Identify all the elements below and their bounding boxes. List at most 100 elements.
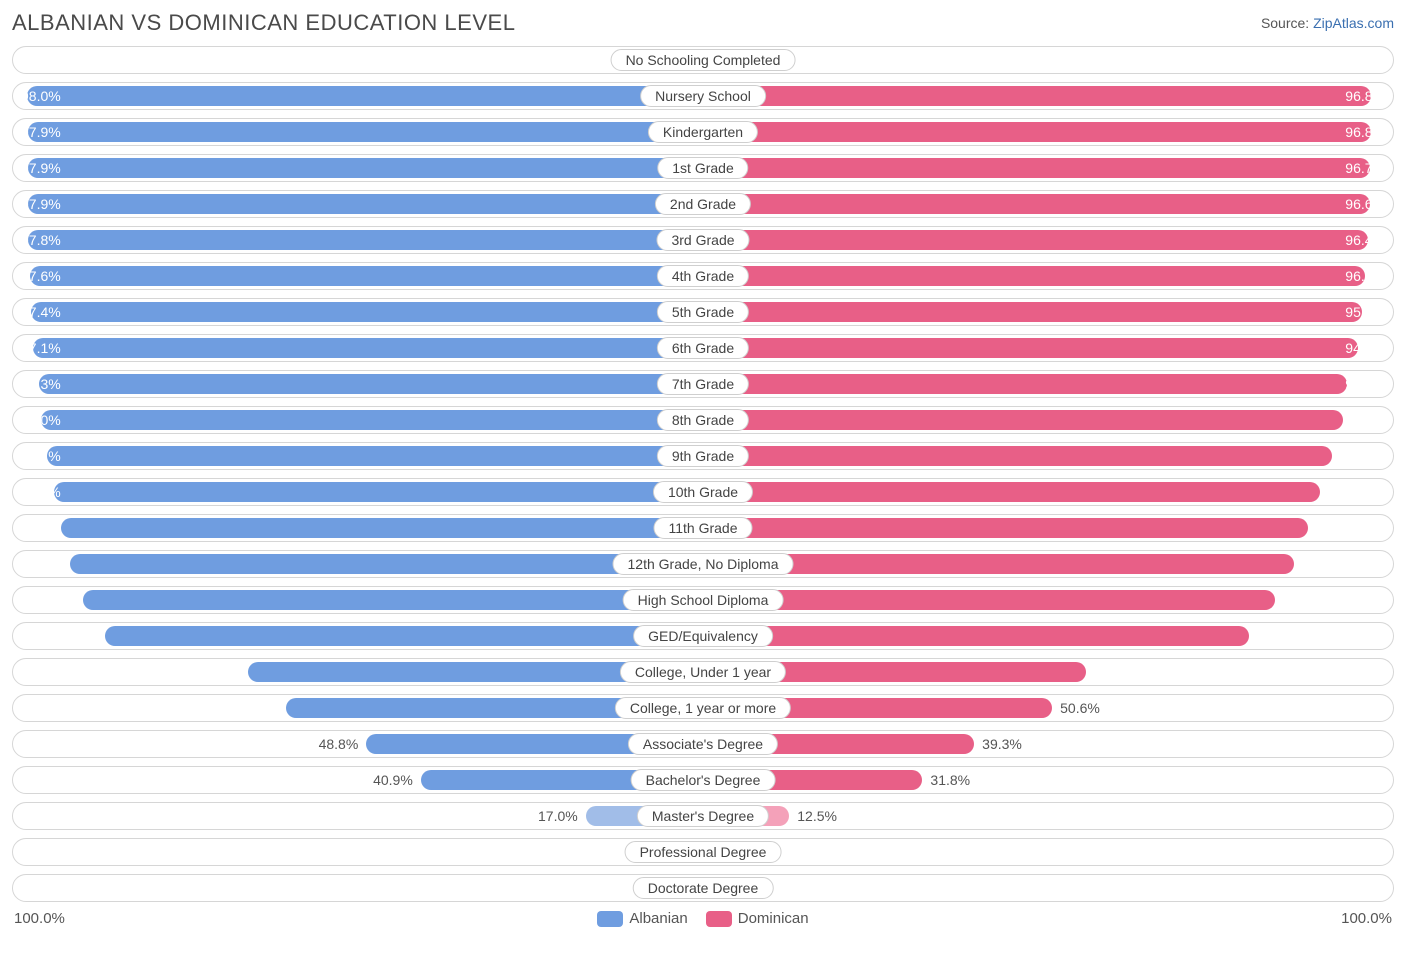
- category-label: Master's Degree: [637, 805, 769, 827]
- category-label: 2nd Grade: [655, 193, 751, 215]
- chart-row: 91.8%85.7%12th Grade, No Diploma: [12, 550, 1394, 578]
- axis-right-max: 100.0%: [1341, 910, 1392, 927]
- chart-row: 97.9%96.8%Kindergarten: [12, 118, 1394, 146]
- chart-row: 98.0%96.8%Nursery School: [12, 82, 1394, 110]
- value-left: 97.9%: [21, 191, 61, 217]
- category-label: Nursery School: [640, 85, 766, 107]
- category-label: GED/Equivalency: [633, 625, 773, 647]
- category-label: Doctorate Degree: [633, 877, 774, 899]
- bar-right: [703, 338, 1358, 358]
- bar-left: [70, 554, 703, 574]
- value-right: 79.1%: [1345, 623, 1385, 649]
- bar-left: [30, 266, 703, 286]
- chart-row: 40.9%31.8%Bachelor's Degree: [12, 766, 1394, 794]
- bar-right: [703, 194, 1370, 214]
- value-right: 89.4%: [1345, 479, 1385, 505]
- value-right: 95.5%: [1345, 299, 1385, 325]
- chart-row: 97.4%95.5%5th Grade: [12, 298, 1394, 326]
- category-label: 3rd Grade: [656, 229, 749, 251]
- source-link[interactable]: ZipAtlas.com: [1313, 15, 1394, 31]
- category-label: College, Under 1 year: [620, 661, 786, 683]
- bar-left: [105, 626, 703, 646]
- bar-left: [31, 302, 703, 322]
- bar-left: [33, 338, 703, 358]
- chart-row: 65.9% 55.5% College, Under 1 year: [12, 658, 1394, 686]
- chart-row: 89.8% 82.9% High School Diploma: [12, 586, 1394, 614]
- bar-left: [47, 446, 703, 466]
- category-label: 10th Grade: [653, 481, 753, 503]
- chart-row: 97.1%94.9%6th Grade: [12, 334, 1394, 362]
- legend-label-left: Albanian: [629, 910, 687, 927]
- category-label: Kindergarten: [648, 121, 758, 143]
- value-right: 91.1%: [1345, 443, 1385, 469]
- chart-source: Source: ZipAtlas.com: [1261, 15, 1394, 31]
- category-label: College, 1 year or more: [615, 697, 791, 719]
- bar-right: [703, 122, 1371, 142]
- value-left: 65.9%: [21, 659, 61, 685]
- chart-row: 97.9% 96.6% 2nd Grade: [12, 190, 1394, 218]
- chart-header: ALBANIAN VS DOMINICAN EDUCATION LEVEL So…: [8, 6, 1398, 46]
- bar-left: [27, 86, 703, 106]
- category-label: High School Diploma: [623, 589, 784, 611]
- bar-right: [703, 482, 1320, 502]
- category-label: Professional Degree: [625, 841, 782, 863]
- value-right: 92.8%: [1345, 407, 1385, 433]
- value-left: 97.9%: [21, 119, 61, 145]
- category-label: 6th Grade: [657, 337, 749, 359]
- category-label: 12th Grade, No Diploma: [613, 553, 794, 575]
- value-right: 96.6%: [1345, 191, 1385, 217]
- chart-footer: 100.0% Albanian Dominican 100.0%: [8, 910, 1398, 927]
- value-right: 93.3%: [1345, 371, 1385, 397]
- bar-left: [28, 158, 704, 178]
- category-label: Bachelor's Degree: [631, 769, 776, 791]
- legend: Albanian Dominican: [597, 910, 808, 927]
- value-left: 96.0%: [21, 407, 61, 433]
- category-label: 9th Grade: [657, 445, 749, 467]
- bar-left: [28, 194, 704, 214]
- chart-row: 96.3%93.3%7th Grade: [12, 370, 1394, 398]
- value-right: 39.3%: [982, 731, 1022, 757]
- chart-row: 2.1%3.2%No Schooling Completed: [12, 46, 1394, 74]
- value-right: 85.7%: [1345, 551, 1385, 577]
- chart-row: 96.0% 92.8% 8th Grade: [12, 406, 1394, 434]
- legend-swatch-left: [597, 911, 623, 927]
- value-right: 96.7%: [1345, 155, 1385, 181]
- value-left: 94.1%: [21, 479, 61, 505]
- bar-left: [83, 590, 703, 610]
- bar-right: [703, 446, 1332, 466]
- category-label: 8th Grade: [657, 409, 749, 431]
- chart-row: 17.0%12.5%Master's Degree: [12, 802, 1394, 830]
- value-left: 93.0%: [21, 515, 61, 541]
- legend-item-left: Albanian: [597, 910, 687, 927]
- bar-right: [703, 230, 1368, 250]
- chart-row: 86.6%79.1%GED/Equivalency: [12, 622, 1394, 650]
- bar-left: [28, 230, 703, 250]
- category-label: No Schooling Completed: [611, 49, 796, 71]
- bar-left: [61, 518, 703, 538]
- category-label: 4th Grade: [657, 265, 749, 287]
- value-left: 60.4%: [21, 695, 61, 721]
- value-left: 97.6%: [21, 263, 61, 289]
- chart-row: 95.1%91.1%9th Grade: [12, 442, 1394, 470]
- bar-right: [703, 158, 1370, 178]
- category-label: 7th Grade: [657, 373, 749, 395]
- bar-right: [703, 626, 1249, 646]
- bar-left: [41, 410, 703, 430]
- chart-row: 48.8%39.3%Associate's Degree: [12, 730, 1394, 758]
- chart-row: 4.9%3.5%Professional Degree: [12, 838, 1394, 866]
- value-right: 82.9%: [1345, 587, 1385, 613]
- category-label: 1st Grade: [657, 157, 748, 179]
- bar-left: [39, 374, 703, 394]
- chart-row: 97.6%96.0%4th Grade: [12, 262, 1394, 290]
- category-label: 11th Grade: [653, 517, 752, 539]
- value-right: 96.4%: [1345, 227, 1385, 253]
- value-right: 12.5%: [797, 803, 837, 829]
- chart-row: 94.1% 89.4% 10th Grade: [12, 478, 1394, 506]
- value-right: 96.8%: [1345, 83, 1385, 109]
- value-right: 94.9%: [1345, 335, 1385, 361]
- value-left: 89.8%: [21, 587, 61, 613]
- bar-right: [703, 302, 1362, 322]
- bar-right: [703, 374, 1347, 394]
- value-right: 55.5%: [1345, 659, 1385, 685]
- category-label: Associate's Degree: [628, 733, 778, 755]
